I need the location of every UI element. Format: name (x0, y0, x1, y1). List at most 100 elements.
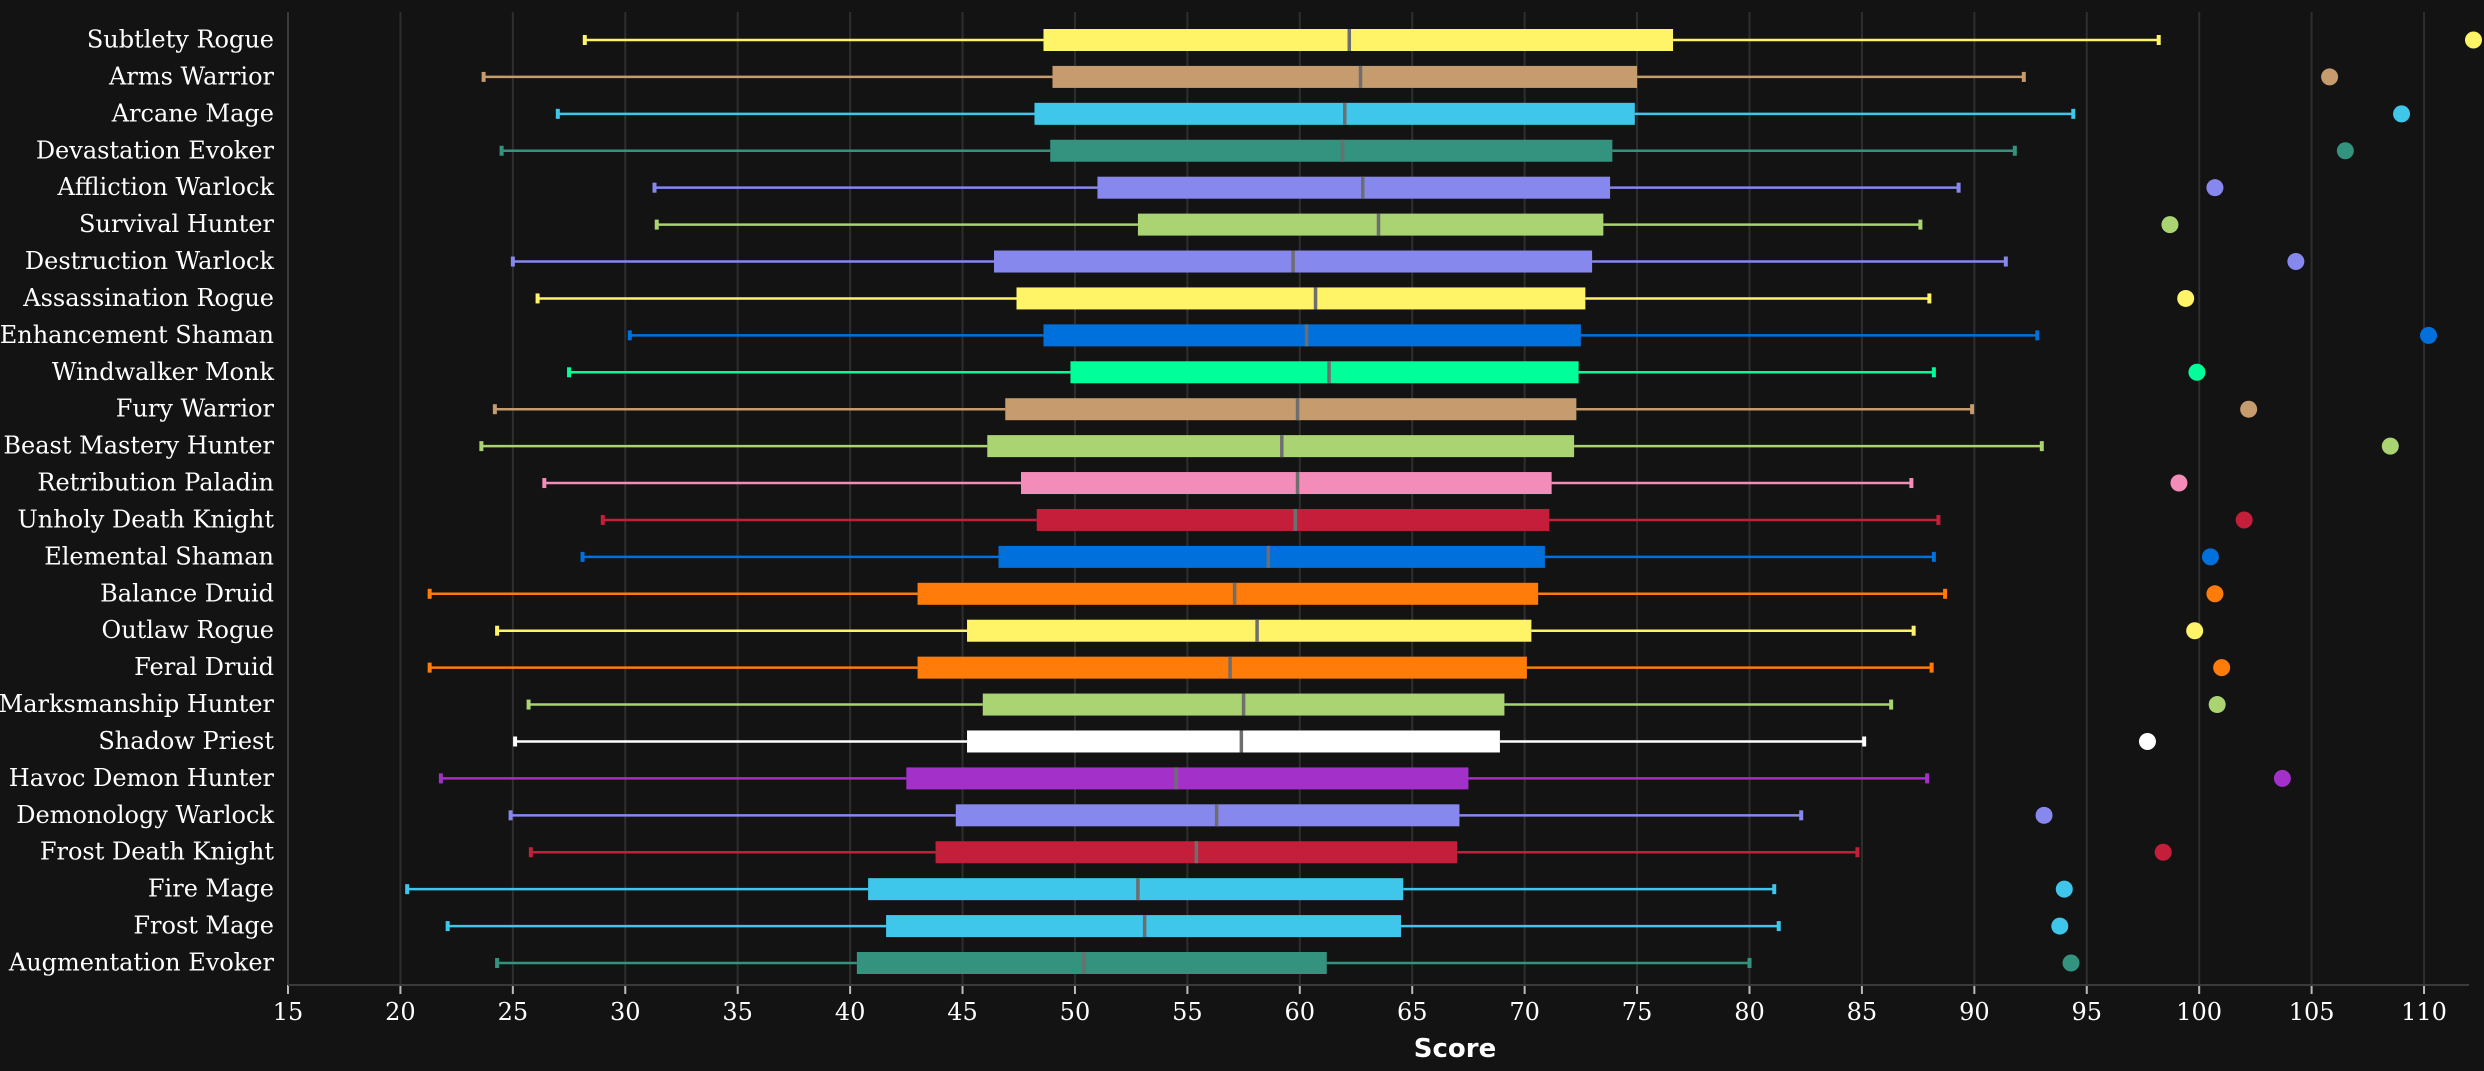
box-group (535, 287, 2195, 310)
category-label: Frost Mage (133, 912, 274, 940)
outlier-point (2464, 31, 2482, 49)
outlier-point (2321, 68, 2339, 86)
x-axis-title: Score (1414, 1034, 1496, 1064)
category-labels: Subtlety Rogue Arms Warrior Arcane Mage Dev… (0, 26, 275, 977)
x-tick-label: 50 (1060, 998, 1091, 1026)
x-tick-label: 100 (2176, 998, 2222, 1026)
outlier-point (2381, 437, 2399, 455)
box-group (495, 952, 2080, 974)
category-label: Retribution Paladin (37, 469, 274, 497)
outlier-point (2161, 216, 2179, 234)
x-tick-label: 55 (1172, 998, 1203, 1026)
category-label: Arms Warrior (108, 62, 274, 90)
x-tick-label: 95 (2071, 998, 2102, 1026)
box (1036, 508, 1550, 531)
box (1050, 139, 1613, 162)
box-group (481, 65, 2339, 88)
category-label: Arcane Mage (111, 99, 274, 127)
box (1005, 398, 1577, 421)
category-label: Havoc Demon Hunter (9, 764, 275, 792)
box-group (627, 324, 2438, 347)
outlier-point (2235, 511, 2253, 529)
x-tick-label: 90 (1959, 998, 1990, 1026)
x-tick-label: 40 (835, 998, 866, 1026)
box (1043, 324, 1581, 347)
box-group (567, 361, 2206, 384)
category-label: Windwalker Monk (52, 358, 275, 386)
box (1052, 65, 1638, 88)
category-label: Marksmanship Hunter (0, 690, 275, 718)
box (1070, 361, 1579, 384)
outlier-point (2051, 917, 2069, 935)
category-label: Feral Druid (134, 653, 274, 681)
category-label: Enhancement Shaman (0, 321, 274, 349)
plot-area (405, 29, 2482, 974)
box-group (580, 545, 2219, 568)
category-label: Fire Mage (148, 875, 274, 903)
category-label: Fury Warrior (116, 395, 275, 423)
category-label: Assassination Rogue (22, 284, 274, 312)
x-tick-label: 60 (1285, 998, 1316, 1026)
outlier-point (2240, 400, 2258, 418)
outlier-point (2213, 659, 2231, 677)
box-group (405, 878, 2073, 901)
box-group (479, 435, 2399, 458)
outlier-point (2287, 253, 2305, 271)
outlier-point (2062, 954, 2080, 972)
outlier-point (2154, 843, 2172, 861)
box (1020, 472, 1552, 495)
outlier-point (2188, 363, 2206, 381)
outlier-point (2393, 105, 2411, 123)
x-tick-label: 105 (2289, 998, 2335, 1026)
box (1034, 102, 1635, 125)
category-label: Augmentation Evoker (8, 949, 275, 977)
x-tick-label: 30 (610, 998, 641, 1026)
outlier-point (2170, 474, 2188, 492)
box-group (652, 176, 2224, 199)
box-group (508, 804, 2053, 827)
box-group (526, 693, 2226, 716)
box-group (528, 841, 2172, 864)
category-label: Survival Hunter (79, 210, 274, 238)
box (967, 730, 1500, 753)
category-label: Destruction Warlock (25, 247, 275, 275)
outlier-point (2336, 142, 2354, 160)
category-label: Beast Mastery Hunter (3, 432, 274, 460)
category-label: Frost Death Knight (40, 838, 275, 866)
x-axis: 15 20 25 30 35 40 45 50 55 60 65 70 75 80 85 90 95 100 105… (273, 984, 2469, 1026)
box-group (499, 139, 2354, 162)
category-label: Affliction Warlock (56, 173, 274, 201)
box-group (427, 656, 2231, 679)
box-group (492, 398, 2258, 421)
box-group (513, 730, 2156, 753)
box (856, 952, 1327, 974)
x-tick-label: 25 (498, 998, 529, 1026)
box (917, 582, 1539, 605)
outlier-point (2273, 769, 2291, 787)
category-label: Balance Druid (100, 579, 274, 607)
x-tick-label: 80 (1734, 998, 1765, 1026)
outlier-point (2420, 326, 2438, 344)
box-group (582, 29, 2482, 51)
x-tick-label: 15 (273, 998, 304, 1026)
box (868, 878, 1404, 901)
x-tick-label: 110 (2401, 998, 2447, 1026)
outlier-point (2055, 880, 2073, 898)
x-tick-label: 85 (1847, 998, 1878, 1026)
x-tick-label: 35 (722, 998, 753, 1026)
box-group (510, 250, 2305, 273)
category-label: Devastation Evoker (36, 136, 275, 164)
box-group (445, 915, 2069, 938)
box (967, 619, 1532, 642)
x-tick-label: 20 (385, 998, 416, 1026)
category-label: Unholy Death Knight (18, 505, 275, 533)
outlier-point (2177, 289, 2195, 307)
box-group (427, 582, 2224, 605)
outlier-point (2186, 622, 2204, 640)
category-label: Subtlety Rogue (87, 26, 274, 54)
box (1043, 29, 1674, 51)
x-tick-label: 70 (1509, 998, 1540, 1026)
outlier-point (2206, 585, 2224, 603)
box (1097, 176, 1611, 199)
box-group (555, 102, 2411, 125)
